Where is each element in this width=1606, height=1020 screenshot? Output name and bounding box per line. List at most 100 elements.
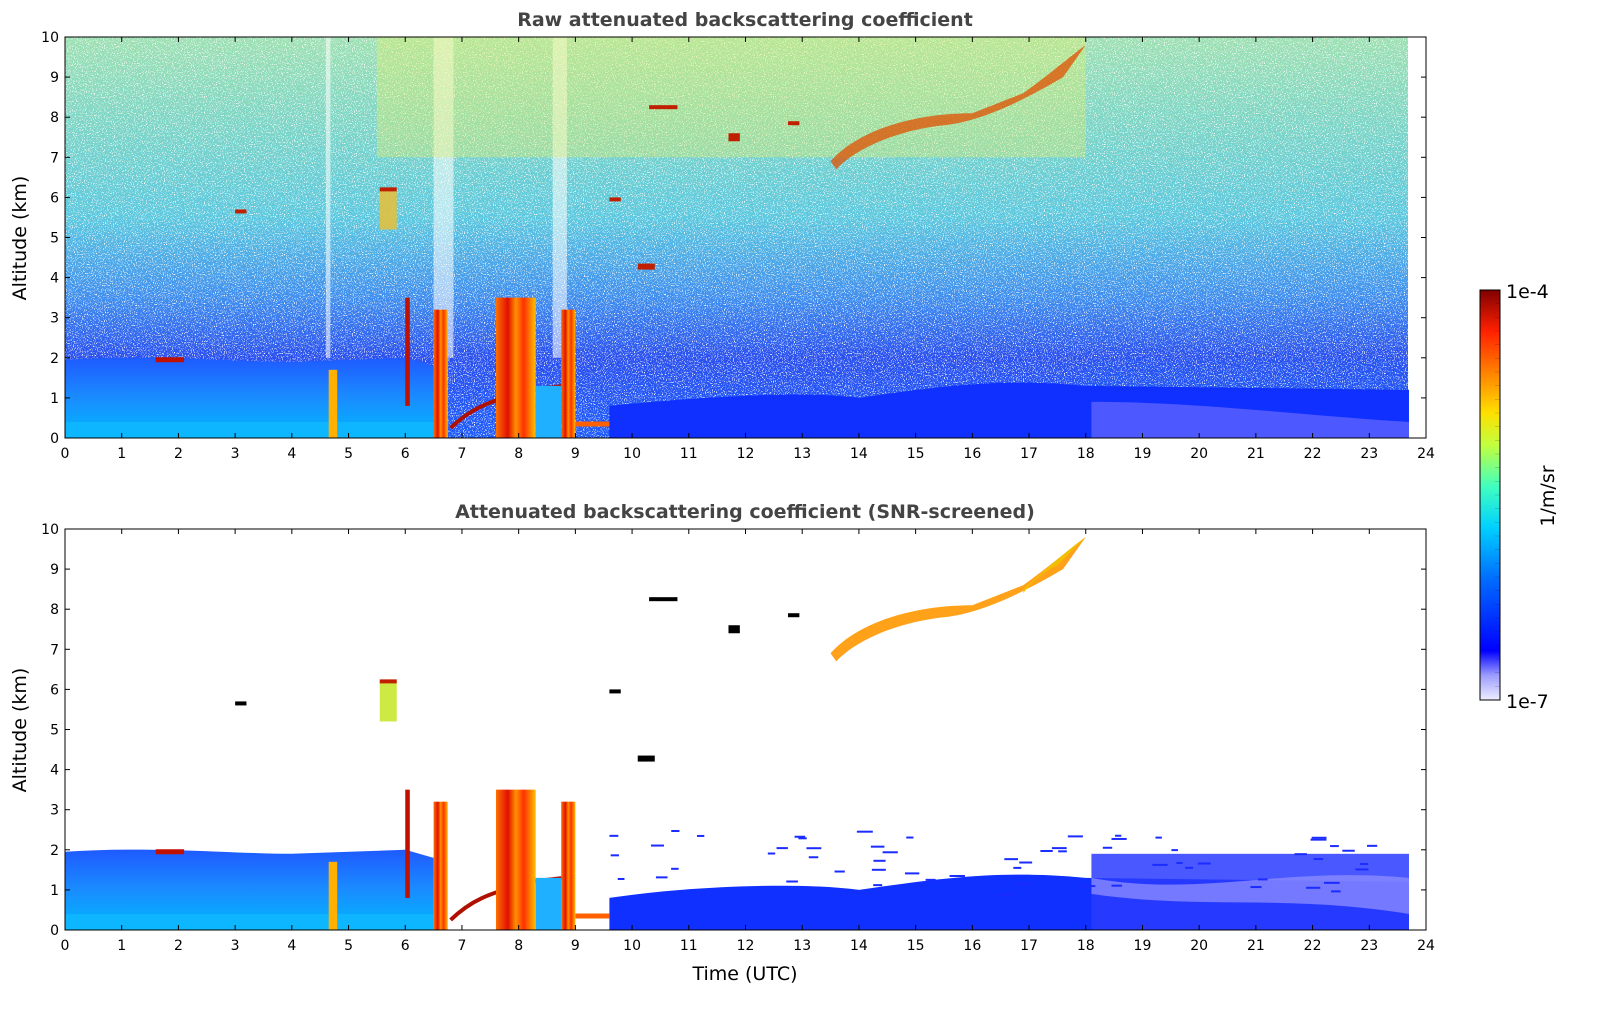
y-tick-label: 8 (50, 110, 59, 126)
screened-speckle (798, 837, 807, 840)
x-tick-label: 9 (571, 446, 580, 462)
x-tick-label: 7 (457, 446, 466, 462)
x-axis-label: Time (UTC) (691, 963, 797, 985)
isolated-cloud (788, 613, 800, 618)
y-axis-label: Altitude (km) (9, 176, 31, 301)
boundary-layer-left (65, 357, 434, 438)
y-tick-label: 9 (50, 70, 59, 86)
x-tick-label: 19 (1134, 446, 1152, 462)
screened-speckle (1111, 884, 1123, 887)
isolated-cloud (379, 187, 397, 192)
x-tick-label: 13 (793, 938, 811, 954)
axes: 0 1 2 3 4 5 6 7 8 9 10 11 12 13 14 15 16 17 18 19 20 21 22 23 24… (41, 522, 1435, 954)
x-tick-label: 22 (1304, 938, 1322, 954)
feature-layer (65, 537, 1409, 930)
screened-speckle (609, 834, 619, 837)
rain-column (561, 309, 576, 438)
x-tick-label: 18 (1077, 938, 1095, 954)
screened-speckle (1013, 866, 1022, 869)
y-tick-label: 10 (41, 30, 59, 46)
y-tick-label: 3 (50, 803, 59, 819)
colorbar-max-label: 1e-4 (1506, 281, 1549, 303)
x-tick-label: 4 (287, 446, 296, 462)
screened-speckle (873, 884, 883, 887)
screened-speckle (806, 847, 822, 850)
isolated-cloud (637, 755, 655, 762)
x-tick-label: 12 (737, 938, 755, 954)
isolated-cloud (379, 189, 397, 230)
x-tick-label: 7 (457, 938, 466, 954)
screened-speckle (1250, 886, 1262, 889)
x-tick-label: 23 (1360, 938, 1378, 954)
screened-speckle (1306, 886, 1321, 889)
screened-speckle (906, 836, 914, 839)
x-tick-label: 8 (514, 938, 523, 954)
y-tick-label: 7 (50, 642, 59, 658)
screened-speckle (808, 856, 819, 859)
x-tick-label: 2 (174, 938, 183, 954)
screened-speckle (904, 872, 920, 875)
nighttime-light-band (1091, 875, 1409, 914)
screened-speckle (1367, 844, 1378, 847)
screened-speckle (1323, 881, 1340, 884)
x-tick-label: 22 (1304, 446, 1322, 462)
y-tick-label: 1 (50, 883, 59, 899)
screened-speckle (1004, 858, 1019, 861)
rain-column (433, 801, 448, 930)
panel-title: Attenuated backscattering coefficient (S… (455, 501, 1035, 523)
rain-column (535, 877, 562, 930)
screened-speckle (617, 877, 625, 880)
screened-speckle (1102, 846, 1113, 849)
screened-speckle (1067, 835, 1083, 838)
screened-speckle (925, 878, 936, 881)
screened-speckle (655, 876, 668, 879)
x-tick-label: 18 (1077, 446, 1095, 462)
screened-speckle (1111, 837, 1127, 840)
y-tick-label: 0 (50, 431, 59, 447)
x-tick-label: 3 (231, 938, 240, 954)
x-tick-label: 19 (1134, 938, 1152, 954)
x-tick-label: 17 (1020, 938, 1038, 954)
screened-speckle (1155, 836, 1162, 839)
isolated-cloud (609, 689, 621, 694)
panel-title: Raw attenuated backscattering coefficien… (517, 9, 973, 31)
screened-speckle (1152, 863, 1168, 866)
x-tick-label: 9 (571, 938, 580, 954)
y-tick-label: 9 (50, 562, 59, 578)
colorbar-ticks (1495, 289, 1500, 701)
surface-aerosol-left (65, 421, 434, 438)
x-tick-label: 20 (1190, 446, 1208, 462)
y-tick-label: 4 (50, 763, 59, 779)
y-tick-label: 5 (50, 231, 59, 247)
rain-column (405, 297, 410, 406)
screened-speckle (1176, 861, 1183, 864)
screened-speckle (949, 874, 965, 877)
screened-speckle (776, 847, 788, 850)
screened-speckle (1197, 862, 1211, 865)
x-tick-label: 11 (680, 446, 698, 462)
heatmap-area (65, 37, 1409, 438)
x-tick-label: 8 (514, 446, 523, 462)
screened-speckle (1058, 850, 1067, 853)
y-tick-label: 0 (50, 923, 59, 939)
screened-speckle (1310, 838, 1327, 841)
screened-speckle (1311, 836, 1327, 839)
screened-speckle (794, 835, 806, 838)
rain-column (405, 789, 410, 898)
nighttime-light-band (1091, 401, 1409, 438)
screened-speckle (696, 834, 705, 837)
screened-speckle (786, 880, 798, 883)
x-tick-label: 20 (1190, 938, 1208, 954)
screened-speckle (1019, 861, 1033, 864)
screened-speckle (1294, 853, 1307, 856)
screened-speckle (1171, 849, 1178, 852)
x-tick-label: 24 (1417, 938, 1435, 954)
y-tick-label: 5 (50, 723, 59, 739)
screened-speckle (1330, 845, 1339, 848)
x-tick-label: 21 (1247, 446, 1265, 462)
y-tick-label: 6 (50, 190, 59, 206)
colorbar: 1e-4 1e-7 1/m/sr (1479, 281, 1559, 713)
raw-backscatter-panel: Raw attenuated backscattering coefficien… (9, 9, 1435, 462)
screened-speckle (671, 867, 679, 870)
screened-speckle (1040, 849, 1053, 852)
